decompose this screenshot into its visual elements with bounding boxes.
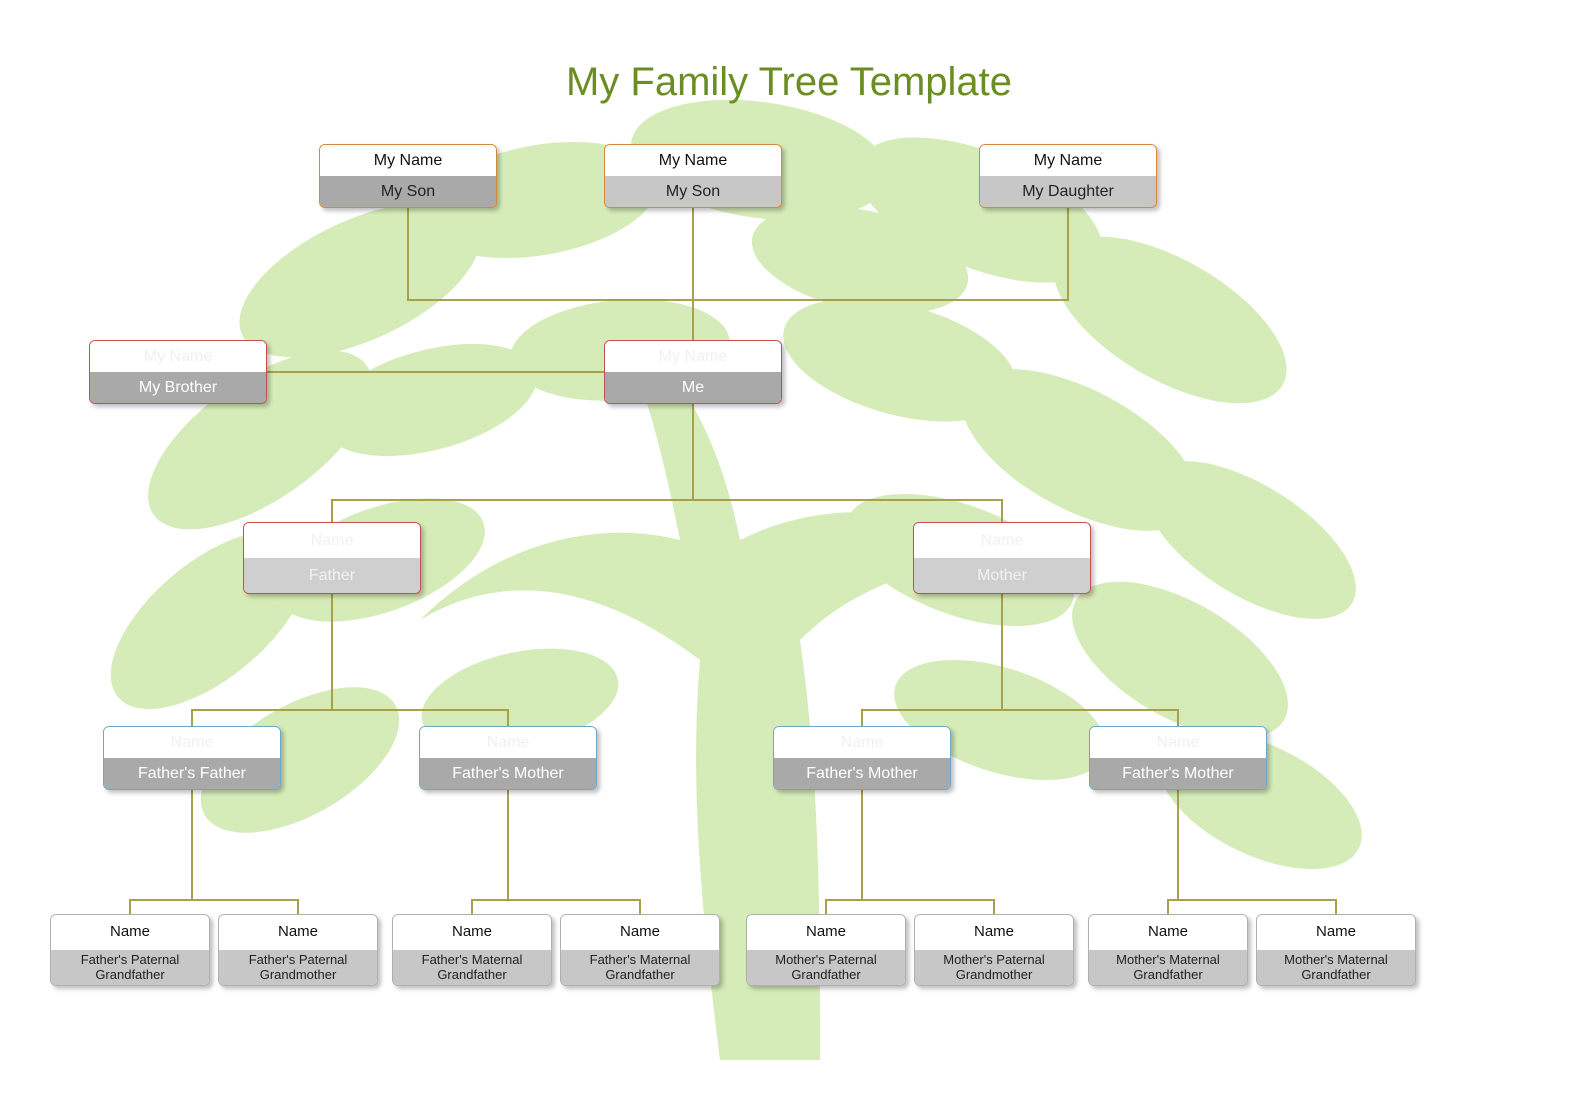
- node-bottom-label: Father: [244, 558, 420, 593]
- node-bottom-label: Father's Maternal Grandfather: [393, 950, 551, 985]
- edge-mf-gpg5: [826, 790, 862, 914]
- edge-mm-gpg7: [1168, 790, 1178, 914]
- node-bottom-label: Mother's Maternal Grandfather: [1089, 950, 1247, 985]
- node-gpg5: NameMother's Paternal Grandfather: [746, 914, 906, 986]
- node-top-label: Name: [420, 727, 596, 758]
- node-bottom-label: My Daughter: [980, 176, 1156, 207]
- edge-ff-gpg1: [130, 790, 192, 914]
- node-gpg8: NameMother's Maternal Grandfather: [1256, 914, 1416, 986]
- node-gpg2: NameFather's Paternal Grandmother: [218, 914, 378, 986]
- node-child2: My NameMy Son: [604, 144, 782, 208]
- node-bottom-label: Mother's Paternal Grandfather: [747, 950, 905, 985]
- node-top-label: Name: [51, 915, 209, 950]
- node-bottom-label: My Son: [605, 176, 781, 207]
- node-bottom-label: Father's Paternal Grandfather: [51, 950, 209, 985]
- node-bottom-label: Mother's Maternal Grandfather: [1257, 950, 1415, 985]
- node-gpg6: NameMother's Paternal Grandmother: [914, 914, 1074, 986]
- node-bottom-label: Father's Maternal Grandfather: [561, 950, 719, 985]
- node-top-label: My Name: [605, 341, 781, 372]
- node-top-label: Name: [747, 915, 905, 950]
- node-top-label: Name: [915, 915, 1073, 950]
- node-top-label: My Name: [320, 145, 496, 176]
- node-bottom-label: Me: [605, 372, 781, 403]
- node-fm: NameFather's Mother: [419, 726, 597, 790]
- node-bottom-label: My Son: [320, 176, 496, 207]
- edge-father-ff: [192, 594, 332, 726]
- node-bottom-label: Father's Mother: [774, 758, 950, 789]
- node-top-label: Name: [1257, 915, 1415, 950]
- node-bottom-label: Father's Mother: [420, 758, 596, 789]
- node-mf: NameFather's Mother: [773, 726, 951, 790]
- node-gpg7: NameMother's Maternal Grandfather: [1088, 914, 1248, 986]
- node-gpg4: NameFather's Maternal Grandfather: [560, 914, 720, 986]
- node-top-label: Name: [561, 915, 719, 950]
- node-top-label: My Name: [980, 145, 1156, 176]
- node-top-label: Name: [914, 523, 1090, 558]
- node-father: NameFather: [243, 522, 421, 594]
- edge-mother-mf: [862, 594, 1002, 726]
- edge-me-father: [332, 404, 693, 522]
- node-bottom-label: My Brother: [90, 372, 266, 403]
- node-bottom-label: Father's Mother: [1090, 758, 1266, 789]
- edge-mother-mm: [1002, 594, 1178, 726]
- edge-mf-gpg6: [862, 790, 994, 914]
- node-gpg3: NameFather's Maternal Grandfather: [392, 914, 552, 986]
- node-top-label: Name: [244, 523, 420, 558]
- node-brother: My NameMy Brother: [89, 340, 267, 404]
- node-top-label: Name: [104, 727, 280, 758]
- page-title: My Family Tree Template: [0, 60, 1578, 105]
- node-child1: My NameMy Son: [319, 144, 497, 208]
- node-gpg1: NameFather's Paternal Grandfather: [50, 914, 210, 986]
- node-bottom-label: Mother's Paternal Grandmother: [915, 950, 1073, 985]
- edge-child3-me: [693, 208, 1068, 340]
- edge-child1-me: [408, 208, 693, 340]
- node-ff: NameFather's Father: [103, 726, 281, 790]
- node-bottom-label: Mother: [914, 558, 1090, 593]
- node-top-label: Name: [1089, 915, 1247, 950]
- edge-me-mother: [693, 404, 1002, 522]
- node-top-label: Name: [219, 915, 377, 950]
- node-bottom-label: Father's Father: [104, 758, 280, 789]
- edge-mm-gpg8: [1178, 790, 1336, 914]
- node-me: My NameMe: [604, 340, 782, 404]
- node-mm: NameFather's Mother: [1089, 726, 1267, 790]
- edge-father-fm: [332, 594, 508, 726]
- edge-fm-gpg3: [472, 790, 508, 914]
- node-mother: NameMother: [913, 522, 1091, 594]
- edge-ff-gpg2: [192, 790, 298, 914]
- node-top-label: Name: [774, 727, 950, 758]
- node-top-label: My Name: [605, 145, 781, 176]
- node-child3: My NameMy Daughter: [979, 144, 1157, 208]
- family-tree-canvas: My Family Tree Template My NameMy SonMy …: [0, 0, 1578, 1116]
- node-top-label: My Name: [90, 341, 266, 372]
- node-bottom-label: Father's Paternal Grandmother: [219, 950, 377, 985]
- node-top-label: Name: [1090, 727, 1266, 758]
- edge-fm-gpg4: [508, 790, 640, 914]
- node-top-label: Name: [393, 915, 551, 950]
